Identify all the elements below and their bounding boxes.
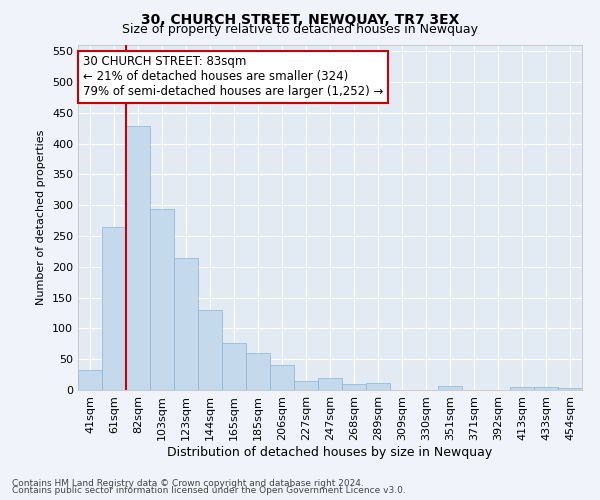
X-axis label: Distribution of detached houses by size in Newquay: Distribution of detached houses by size … bbox=[167, 446, 493, 458]
Text: 30 CHURCH STREET: 83sqm
← 21% of detached houses are smaller (324)
79% of semi-d: 30 CHURCH STREET: 83sqm ← 21% of detache… bbox=[83, 56, 383, 98]
Bar bbox=[150, 210, 174, 390]
Text: Contains HM Land Registry data © Crown copyright and database right 2024.: Contains HM Land Registry data © Crown c… bbox=[12, 478, 364, 488]
Bar bbox=[270, 366, 294, 390]
Bar bbox=[246, 353, 270, 390]
Text: 30, CHURCH STREET, NEWQUAY, TR7 3EX: 30, CHURCH STREET, NEWQUAY, TR7 3EX bbox=[141, 12, 459, 26]
Bar bbox=[558, 388, 582, 390]
Bar bbox=[102, 226, 126, 390]
Text: Contains public sector information licensed under the Open Government Licence v3: Contains public sector information licen… bbox=[12, 486, 406, 495]
Text: Size of property relative to detached houses in Newquay: Size of property relative to detached ho… bbox=[122, 22, 478, 36]
Bar bbox=[78, 370, 102, 390]
Bar bbox=[318, 378, 342, 390]
Bar bbox=[510, 387, 534, 390]
Bar bbox=[198, 310, 222, 390]
Bar bbox=[174, 258, 198, 390]
Bar bbox=[366, 383, 390, 390]
Bar bbox=[342, 384, 366, 390]
Bar bbox=[126, 126, 150, 390]
Y-axis label: Number of detached properties: Number of detached properties bbox=[37, 130, 46, 305]
Bar bbox=[438, 386, 462, 390]
Bar bbox=[534, 387, 558, 390]
Bar bbox=[222, 342, 246, 390]
Bar bbox=[294, 381, 318, 390]
